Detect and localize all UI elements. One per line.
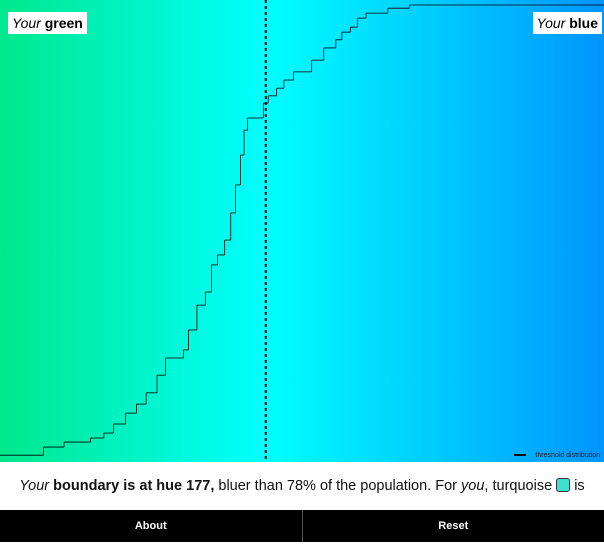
green-label: Your green (8, 12, 87, 34)
reset-button[interactable]: Reset (302, 510, 604, 542)
boundary-value: 177 (186, 478, 210, 494)
color-swatch (556, 478, 570, 492)
page: threshold distribution Your green Your b… (0, 0, 604, 542)
about-button[interactable]: About (0, 510, 302, 542)
sentence-part: Your (19, 478, 49, 494)
button-bar: About Reset (0, 510, 604, 542)
result-sentence: Your boundary is at hue 177, bluer than … (0, 462, 604, 510)
label-em: Your (12, 15, 41, 31)
chart: threshold distribution (0, 0, 604, 462)
label-strong: blue (569, 15, 598, 31)
sentence-part: bluer than 78% of the population. For (218, 478, 457, 494)
sentence-part: , (210, 478, 214, 494)
sentence-part: boundary is at hue (53, 478, 182, 494)
blue-label: Your blue (533, 12, 602, 34)
sentence-part: , turquoise (484, 478, 552, 494)
legend-label: threshold distribution (535, 452, 600, 459)
sentence-bold: boundary is at hue 177, (53, 478, 214, 494)
label-strong: green (45, 15, 83, 31)
label-em: Your (537, 15, 566, 31)
sentence-part: you (461, 478, 484, 494)
chart-area: threshold distribution Your green Your b… (0, 0, 604, 462)
